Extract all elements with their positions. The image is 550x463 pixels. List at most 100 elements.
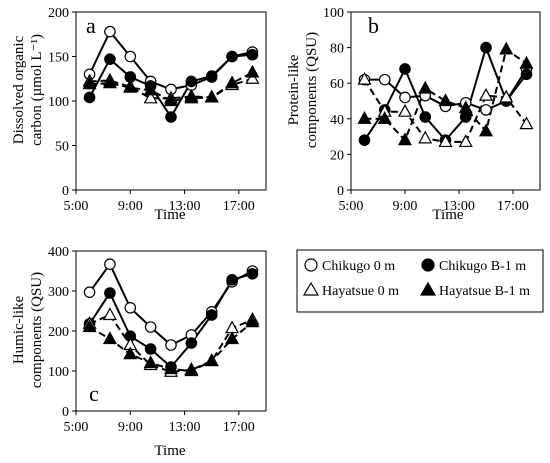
data-point-chikugo-b-1-m	[83, 91, 96, 104]
data-point-chikugo-b-1-m	[399, 63, 411, 75]
data-point-hayatsue-b-1-m	[184, 363, 199, 377]
data-point-hayatsue-0-m	[499, 89, 514, 103]
legend-entry-chikugo-b1m: Chikugo B-1 m	[421, 258, 526, 274]
data-point-hayatsue-b-1-m	[204, 89, 219, 103]
ylabel-line-2: carbon (µmol L⁻¹)	[29, 34, 45, 146]
data-point-hayatsue-0-m	[478, 87, 494, 101]
data-point-hayatsue-b-1-m	[357, 111, 372, 124]
data-point-chikugo-b-1-m	[246, 267, 259, 280]
data-point-hayatsue-b-1-m	[519, 55, 534, 69]
y-tick-label: 20	[330, 148, 344, 163]
data-point-chikugo-b-1-m	[185, 337, 198, 349]
data-point-hayatsue-b-1-m	[184, 90, 199, 104]
y-tick-label: 100	[323, 6, 344, 21]
data-point-chikugo-b-1-m	[459, 111, 472, 123]
data-point-hayatsue-b-1-m	[438, 93, 453, 107]
data-point-hayatsue-b-1-m	[82, 319, 97, 333]
panel-a-ylabel: Dissolved organic carbon (µmol L⁻¹)	[11, 34, 45, 146]
data-point-chikugo-0-m	[104, 25, 116, 38]
x-axis-label: Time	[154, 207, 185, 223]
y-tick-label: 200	[48, 6, 69, 21]
data-point-hayatsue-b-1-m	[204, 353, 219, 367]
data-point-hayatsue-0-m	[245, 70, 260, 84]
data-point-hayatsue-b-1-m	[418, 80, 433, 94]
data-point-chikugo-0-m	[144, 321, 157, 333]
panel-a: a Dissolved organic carbon (µmol L⁻¹) Ti…	[11, 6, 267, 223]
data-point-chikugo-0-m	[124, 50, 137, 63]
ylabel-line-1: Protein-like	[286, 54, 302, 125]
legend-label: Chikugo B-1 m	[439, 259, 526, 274]
y-tick-label: 150	[48, 51, 69, 66]
data-point-hayatsue-b-1-m	[163, 93, 179, 107]
data-point-hayatsue-b-1-m	[225, 331, 240, 345]
data-point-chikugo-b-1-m	[480, 41, 492, 54]
filled-triangle-icon	[419, 281, 437, 296]
data-point-hayatsue-0-m	[458, 134, 473, 148]
y-tick-label: 50	[55, 140, 69, 155]
data-point-hayatsue-b-1-m	[478, 123, 494, 137]
x-tick-label: 13:00	[169, 420, 201, 435]
legend: Chikugo 0 m Chikugo B-1 m Hayatsue 0 m H…	[296, 249, 544, 313]
data-point-hayatsue-0-m	[357, 71, 372, 85]
x-axis-label: Time	[432, 207, 463, 223]
y-tick-label: 400	[48, 245, 69, 260]
series-line-hayatsue-b-1-m	[89, 71, 253, 103]
y-tick-label: 60	[330, 77, 344, 92]
y-tick-label: 80	[330, 42, 344, 57]
panel-label-a: a	[86, 13, 96, 38]
data-point-chikugo-0-m	[165, 339, 177, 351]
legend-label: Hayatsue 0 m	[322, 284, 399, 299]
ylabel-line-2: components (QSU)	[304, 32, 320, 148]
x-tick-label: 9:00	[393, 199, 418, 214]
plot-frame	[350, 11, 541, 191]
y-tick-label: 0	[62, 184, 69, 199]
y-tick-label: 100	[48, 365, 69, 380]
filled-circle-icon	[421, 258, 435, 272]
data-point-hayatsue-b-1-m	[123, 79, 138, 93]
data-point-hayatsue-b-1-m	[163, 361, 179, 375]
data-point-chikugo-b-1-m	[144, 343, 157, 355]
x-tick-label: 13:00	[443, 199, 475, 214]
data-point-hayatsue-0-m	[102, 307, 117, 321]
data-point-chikugo-0-m	[83, 286, 96, 298]
data-point-chikugo-b-1-m	[205, 70, 218, 82]
data-point-chikugo-b-1-m	[226, 50, 238, 63]
x-tick-label: 13:00	[169, 199, 201, 214]
x-axis-label: Time	[154, 443, 185, 459]
panel-c: c Humic-like components (QSU) Time 0 100 2…	[11, 245, 267, 459]
legend-entry-hayatsue-b1m: Hayatsue B-1 m	[419, 281, 530, 299]
x-tick-label: 9:00	[118, 199, 143, 214]
data-point-hayatsue-b-1-m	[245, 314, 260, 328]
data-point-hayatsue-b-1-m	[123, 346, 138, 360]
y-tick-label: 300	[48, 285, 69, 300]
data-point-hayatsue-0-m	[519, 116, 534, 130]
x-tick-label: 9:00	[118, 420, 143, 435]
data-point-hayatsue-0-m	[438, 134, 453, 148]
ylabel-line-1: Dissolved organic	[11, 35, 27, 144]
data-point-hayatsue-b-1-m	[377, 111, 392, 124]
open-triangle-icon	[302, 281, 320, 296]
data-point-hayatsue-b-1-m	[143, 82, 158, 96]
data-point-chikugo-b-1-m	[165, 111, 177, 123]
data-point-chikugo-b-1-m	[419, 111, 432, 123]
data-point-hayatsue-b-1-m	[458, 100, 473, 114]
data-point-hayatsue-b-1-m	[143, 355, 158, 369]
ylabel-line-1: Humic-like	[11, 296, 27, 365]
x-tick-label: 5:00	[64, 420, 89, 435]
data-point-hayatsue-b-1-m	[245, 64, 260, 78]
series-line-hayatsue-0-m	[89, 77, 253, 100]
data-point-hayatsue-b-1-m	[397, 132, 413, 146]
panel-label-b: b	[368, 13, 379, 38]
x-tick-label: 17:00	[497, 199, 529, 214]
data-point-chikugo-b-1-m	[104, 53, 116, 65]
data-point-hayatsue-b-1-m	[82, 76, 97, 90]
data-point-chikugo-0-m	[378, 73, 391, 86]
data-point-hayatsue-b-1-m	[499, 41, 514, 55]
data-point-chikugo-b-1-m	[520, 68, 533, 81]
data-point-hayatsue-b-1-m	[102, 331, 117, 345]
panel-c-ylabel: Humic-like components (QSU)	[11, 272, 45, 388]
x-tick-label: 5:00	[64, 199, 89, 214]
data-point-chikugo-0-m	[399, 91, 411, 104]
data-point-chikugo-0-m	[104, 258, 116, 270]
